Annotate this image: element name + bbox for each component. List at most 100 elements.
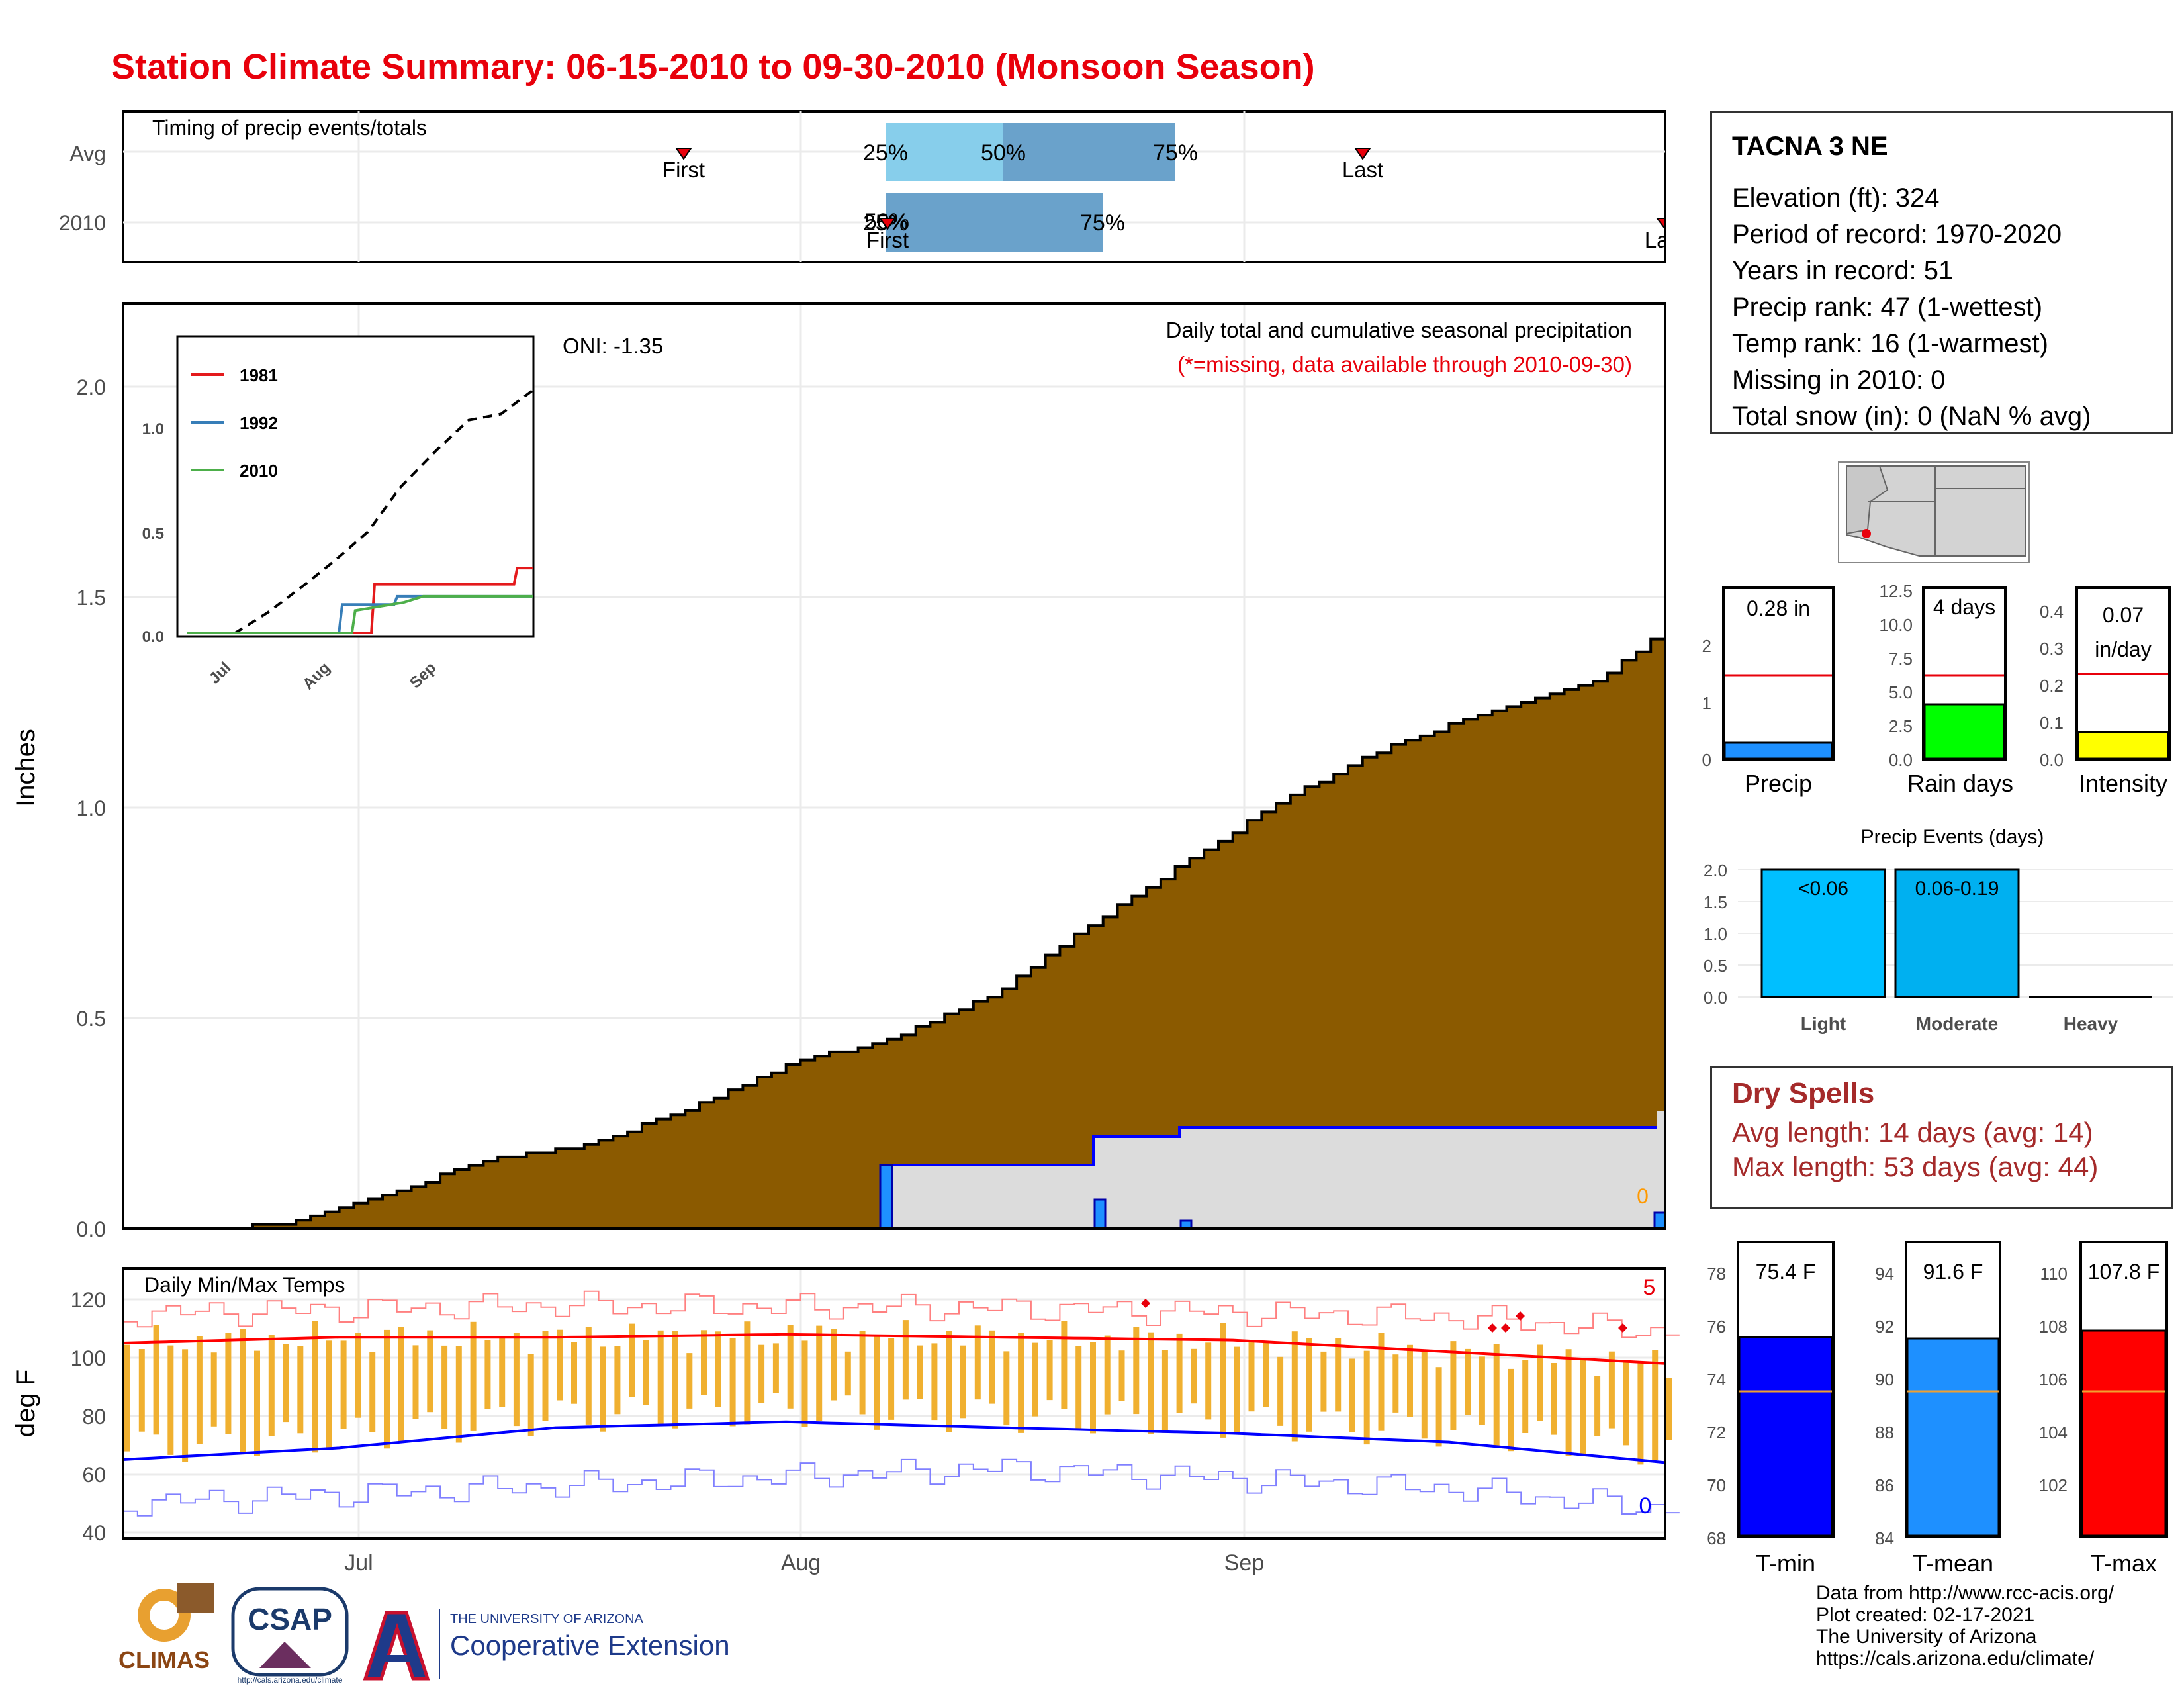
avg-q50-q75-bar (1003, 123, 1175, 181)
daily-temp-bar (268, 1335, 275, 1436)
daily-temp-bar (124, 1344, 130, 1452)
timing-label: Timing of precip events/totals (152, 116, 427, 140)
daily-temp-bar (138, 1349, 145, 1432)
cumulative-inset: 1981 1992 2010 0.0 0.5 1.0 Jul Aug Sep (142, 335, 535, 693)
inset-2010-line (187, 594, 533, 634)
daily-temp-bar (902, 1320, 909, 1400)
tmean-bar-label: T-mean (1913, 1550, 1993, 1577)
daily-temp-bar (571, 1342, 577, 1404)
record-high-marker (1501, 1323, 1510, 1333)
daily-temp-bar (1263, 1340, 1269, 1407)
events-ytick: 1.0 (1704, 924, 1727, 944)
credit-line: Plot created: 02-17-2021 (1816, 1604, 2035, 1626)
inset-legend-1981: 1981 (240, 365, 278, 385)
intensity-ytick: 0.0 (2040, 750, 2064, 770)
tmin-ytick: 74 (1707, 1370, 1726, 1389)
precip-ytick: 0.5 (77, 1007, 106, 1031)
precip-summary-bar: 0.28 in 0 1 2 Precip (1702, 586, 1835, 797)
dry-spells-avg: Avg length: 14 days (avg: 14) (1732, 1117, 2093, 1148)
events-ytick: 2.0 (1704, 861, 1727, 880)
daily-temp-bar (1061, 1321, 1068, 1409)
daily-temp-bar (758, 1344, 765, 1403)
inset-ytick: 1.0 (142, 420, 164, 438)
daily-temp-bar (859, 1331, 866, 1415)
daily-temp-bar (729, 1338, 736, 1427)
daily-temp-bar (1580, 1358, 1586, 1456)
station-snow: Total snow (in): 0 (NaN % avg) (1732, 402, 2091, 431)
temp-ytick: 80 (82, 1405, 106, 1429)
daily-temp-bar (1104, 1335, 1111, 1415)
tmin-summary-bar: 75.4 F 68 70 72 74 76 78 T-min (1707, 1241, 1835, 1577)
intensity-ytick: 0.3 (2040, 639, 2064, 659)
daily-temp-bar (470, 1321, 477, 1431)
daily-temp-bar (1508, 1368, 1514, 1452)
daily-temp-bar (657, 1330, 664, 1426)
record-low-line (123, 1458, 1680, 1517)
oni-value: ONI: -1.35 (563, 334, 663, 358)
events-category: Moderate (1916, 1013, 1998, 1034)
daily-temp-bar (1479, 1356, 1485, 1425)
avg-envelope-area (880, 1111, 1665, 1229)
daily-temp-bar (816, 1325, 823, 1421)
tmean-summary-bar: 91.6 F 84 86 88 90 92 94 T-mean (1875, 1241, 2001, 1577)
y2010-first-marker (879, 218, 896, 230)
credit-line: https://cals.arizona.edu/climate/ (1816, 1648, 2095, 1669)
precip-ytick: 1.5 (77, 586, 106, 610)
station-location-dot (1862, 529, 1871, 538)
daily-temp-bar (701, 1330, 707, 1395)
daily-temp-bar (1363, 1350, 1370, 1445)
daily-temp-bar (787, 1325, 794, 1409)
daily-temp-bar (384, 1329, 390, 1449)
daily-temp-bar (1320, 1351, 1327, 1412)
tmax-ytick: 102 (2039, 1476, 2068, 1495)
daily-temp-bar (1018, 1333, 1024, 1433)
daily-temp-bar (484, 1340, 491, 1409)
temp-panel-label: Daily Min/Max Temps (144, 1273, 345, 1297)
inset-legend-1992: 1992 (240, 413, 278, 433)
daily-temp-bar (1075, 1346, 1082, 1430)
station-years: Years in record: 51 (1732, 256, 1954, 285)
precip-events-chart: Precip Events (days) <0.06 0.06-0.19 0.0… (1704, 826, 2173, 1034)
date-xtick: Jul (344, 1550, 373, 1575)
y2010-q75-label: 75% (1080, 211, 1125, 236)
dry-spells-box: Dry Spells Avg length: 14 days (avg: 14)… (1710, 1066, 2173, 1209)
y2010-last-marker (1656, 218, 1666, 231)
daily-temp-bar (1493, 1344, 1500, 1447)
daily-temp-bar (1435, 1367, 1442, 1447)
tmax-ytick: 110 (2040, 1264, 2068, 1284)
temp-ylabel: deg F (11, 1370, 40, 1437)
raindays-ytick: 10.0 (1879, 615, 1913, 635)
daily-temp-bar (182, 1349, 189, 1462)
dry-spells-max: Max length: 53 days (avg: 44) (1732, 1151, 2099, 1182)
daily-temp-bar (844, 1351, 851, 1396)
daily-temp-bar (312, 1321, 318, 1453)
record-high-marker (1488, 1323, 1497, 1333)
daily-temp-bar (1003, 1351, 1010, 1426)
precip-ytick: 1.0 (77, 796, 106, 820)
daily-temp-bar (513, 1333, 520, 1427)
daily-temp-bar (1306, 1338, 1312, 1432)
avg-tmax-line (122, 1333, 1666, 1365)
tmean-ytick: 88 (1875, 1423, 1894, 1442)
daily-precip-bar (1093, 1198, 1107, 1230)
daily-temp-bar (974, 1325, 981, 1400)
tmax-ytick: 104 (2039, 1423, 2068, 1442)
tmax-value: 107.8 F (2088, 1260, 2160, 1284)
precip-ytick: 0.0 (77, 1217, 106, 1241)
daily-temp-bar (1450, 1341, 1457, 1430)
date-xtick: Aug (781, 1550, 821, 1575)
y2010-quartile-bar (886, 193, 1103, 252)
daily-temp-bar (1594, 1376, 1601, 1436)
daily-temp-bar (946, 1331, 952, 1432)
daily-temp-bar (744, 1321, 751, 1425)
timing-row-2010: 2010 (59, 211, 106, 235)
tmin-bar-label: T-min (1756, 1550, 1815, 1577)
daily-temp-bar (527, 1354, 534, 1436)
dry-spells-title: Dry Spells (1732, 1077, 1875, 1109)
intensity-summary-bar: 0.07 in/day 0.0 0.1 0.2 0.3 0.4 Intensit… (2040, 586, 2171, 797)
station-temp-rank: Temp rank: 16 (1-warmest) (1732, 329, 2048, 358)
raindays-bar-label: Rain days (1907, 770, 2013, 797)
precip-total-value: 0.28 in (1747, 596, 1810, 620)
locator-map (1838, 461, 2030, 563)
inset-ytick: 0.0 (142, 628, 164, 646)
